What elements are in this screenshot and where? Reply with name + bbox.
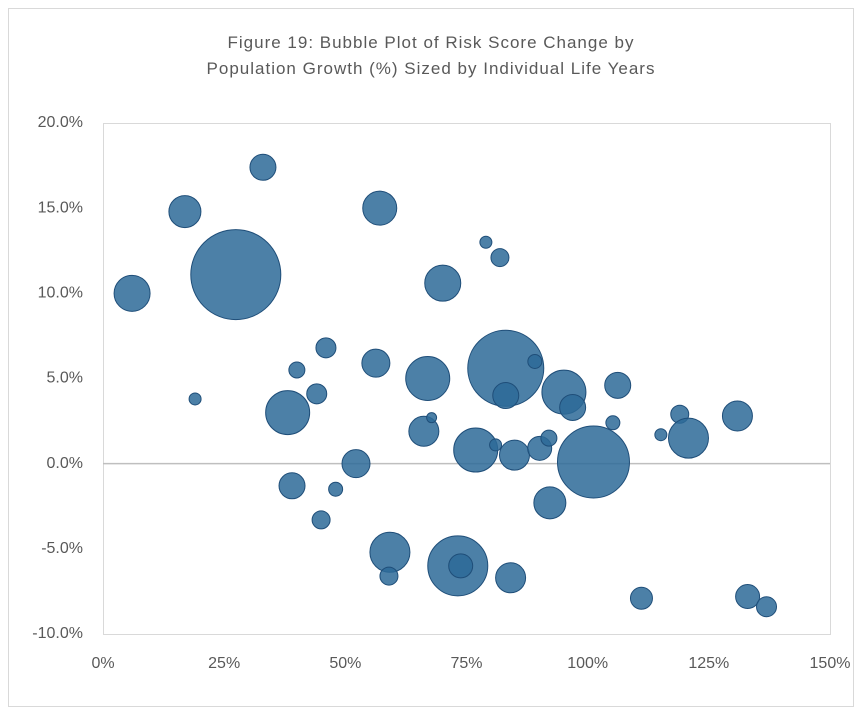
bubble (288, 361, 306, 379)
bubble (328, 481, 344, 497)
bubble (426, 412, 438, 424)
bubble (424, 264, 462, 302)
bubble (479, 235, 493, 249)
bubble (559, 393, 587, 421)
bubble (265, 390, 311, 436)
y-tick-label: 15.0% (38, 199, 83, 216)
bubble (306, 383, 328, 405)
x-tick-label: 75% (450, 655, 482, 672)
bubble (408, 415, 440, 447)
bubble (756, 596, 778, 618)
y-tick-label: 5.0% (47, 370, 83, 387)
bubble (379, 566, 399, 586)
bubble (735, 584, 761, 610)
bubble (498, 439, 530, 471)
bubble (361, 348, 391, 378)
chart-title: Figure 19: Bubble Plot of Risk Score Cha… (206, 33, 656, 78)
bubble (448, 553, 474, 579)
bubble (113, 274, 151, 312)
bubble (190, 229, 282, 321)
bubble (341, 449, 371, 479)
bubble (495, 562, 527, 594)
bubble (489, 438, 503, 452)
bubble (168, 195, 202, 229)
y-tick-label: 0.0% (47, 455, 83, 472)
bubble (249, 153, 277, 181)
bubble (527, 353, 543, 369)
bubble (654, 428, 668, 442)
y-tick-label: 20.0% (38, 114, 83, 131)
x-tick-label: 25% (208, 655, 240, 672)
bubble (629, 586, 653, 610)
bubble (311, 510, 331, 530)
bubble (278, 472, 306, 500)
bubble (604, 371, 632, 399)
bubble (362, 190, 398, 226)
x-tick-label: 150% (810, 655, 851, 672)
bubble (533, 486, 567, 520)
x-tick-label: 125% (688, 655, 729, 672)
plot-border (103, 123, 831, 635)
x-tick-label: 0% (91, 655, 114, 672)
bubble (369, 531, 411, 573)
bubble (667, 417, 709, 459)
x-tick-label: 100% (567, 655, 608, 672)
y-tick-label: -5.0% (41, 540, 83, 557)
bubble (405, 356, 451, 401)
bubble (315, 337, 337, 359)
x-tick-label: 50% (329, 655, 361, 672)
bubble (556, 425, 630, 499)
bubble (453, 427, 499, 473)
bubble (490, 248, 510, 268)
bubble (492, 382, 520, 410)
bubble (605, 415, 621, 431)
bubble (188, 392, 202, 406)
bubble (721, 400, 753, 432)
y-tick-label: 10.0% (38, 285, 83, 302)
bubble (540, 429, 558, 447)
y-tick-label: -10.0% (32, 625, 83, 642)
